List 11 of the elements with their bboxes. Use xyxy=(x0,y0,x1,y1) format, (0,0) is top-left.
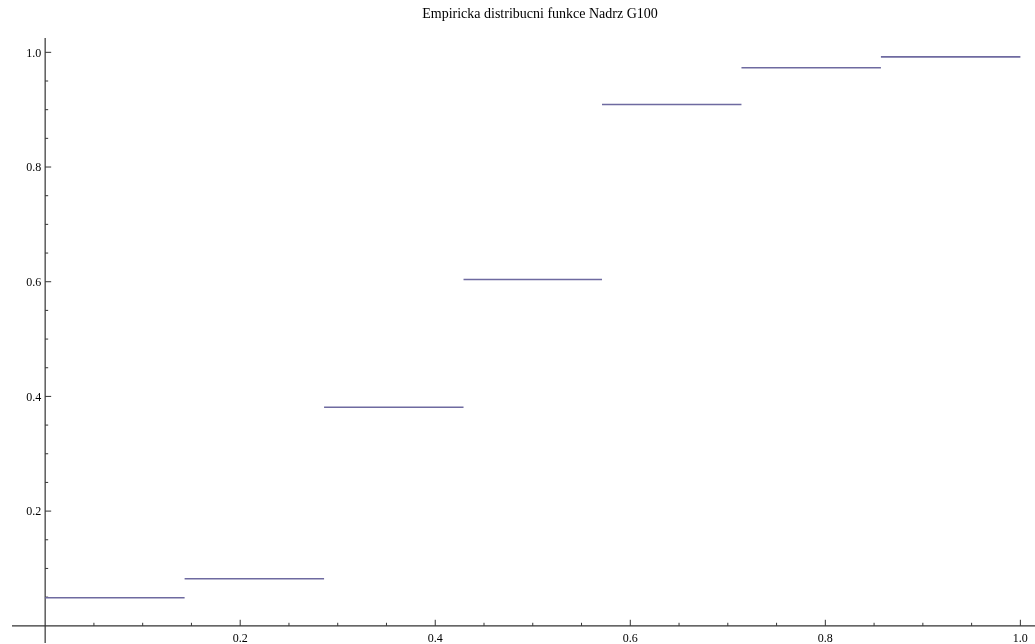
y-tick-label: 0.8 xyxy=(26,160,42,175)
x-tick-label: 0.8 xyxy=(817,630,833,644)
y-tick-label: 0.2 xyxy=(26,504,42,519)
chart-title: Empiricka distribucni funkce Nadrz G100 xyxy=(422,6,658,21)
x-tick-label: 0.4 xyxy=(427,630,443,644)
x-tick-label: 0.2 xyxy=(232,630,248,644)
y-tick-label: 1.0 xyxy=(26,45,42,60)
y-tick-label: 0.4 xyxy=(26,389,42,404)
y-tick-label: 0.6 xyxy=(26,274,42,289)
x-tick-label: 0.6 xyxy=(622,630,638,644)
x-tick-label: 1.0 xyxy=(1012,630,1028,644)
